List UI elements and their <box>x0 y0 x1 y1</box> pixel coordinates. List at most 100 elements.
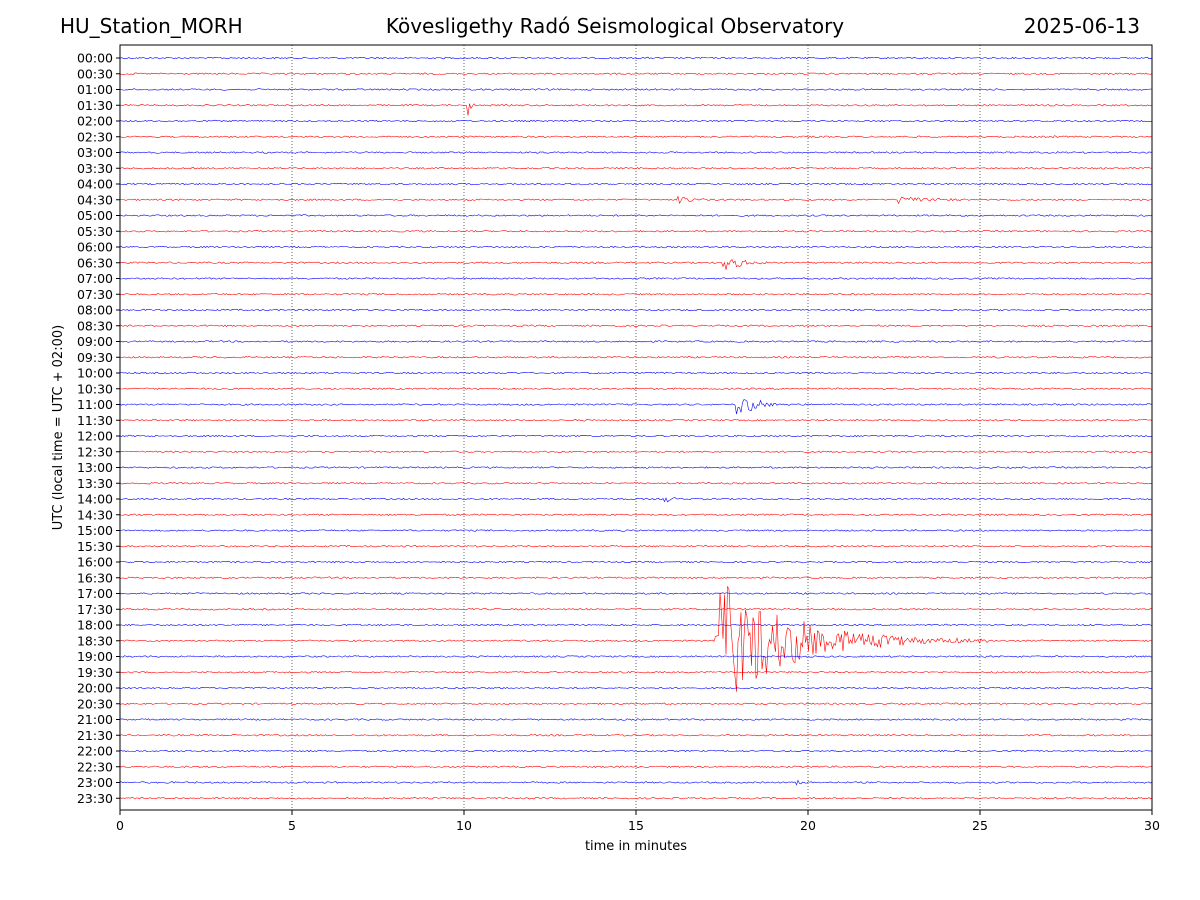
y-tick-label: 17:00 <box>77 586 113 601</box>
y-tick-label: 04:00 <box>77 177 113 192</box>
trace-1300 <box>119 466 1153 469</box>
y-tick-label: 05:30 <box>77 224 113 239</box>
y-tick-label: 01:30 <box>77 98 113 113</box>
y-tick-label: 22:30 <box>77 759 113 774</box>
trace-1700 <box>119 592 1153 595</box>
y-tick-label: 12:00 <box>77 429 113 444</box>
trace-1800 <box>119 623 1153 627</box>
x-tick-label: 5 <box>288 818 296 833</box>
x-tick-label: 25 <box>972 818 988 833</box>
trace-0730 <box>119 293 1153 296</box>
trace-0100 <box>119 88 1153 91</box>
station-name: HU_Station_MORH <box>60 14 243 38</box>
y-tick-label: 21:30 <box>77 728 113 743</box>
y-tick-label: 21:00 <box>77 712 113 727</box>
y-tick-label: 14:30 <box>77 507 113 522</box>
y-tick-label: 18:00 <box>77 618 113 633</box>
trace-0030 <box>119 72 1153 75</box>
trace-2000 <box>119 686 1153 690</box>
trace-0130 <box>119 103 1153 116</box>
y-tick-label: 11:30 <box>77 413 113 428</box>
trace-1930 <box>119 671 1153 674</box>
trace-0000 <box>119 56 1153 60</box>
trace-0330 <box>119 167 1153 170</box>
trace-0900 <box>119 340 1153 343</box>
y-tick-label: 08:00 <box>77 303 113 318</box>
trace-1030 <box>119 387 1153 390</box>
x-ticks: 0 5 10 15 20 25 30 <box>116 810 1160 833</box>
trace-0400 <box>119 182 1153 186</box>
y-tick-label: 07:30 <box>77 287 113 302</box>
y-tick-label: 03:30 <box>77 161 113 176</box>
trace-2330 <box>119 797 1153 800</box>
y-tick-label: 19:00 <box>77 649 113 664</box>
trace-1500 <box>119 529 1153 532</box>
traces <box>119 56 1153 800</box>
trace-0930 <box>119 356 1153 359</box>
y-tick-label: 03:00 <box>77 145 113 160</box>
y-tick-label: 09:30 <box>77 350 113 365</box>
y-tick-label: 19:30 <box>77 665 113 680</box>
y-tick-label: 16:30 <box>77 570 113 585</box>
trace-2100 <box>119 718 1153 721</box>
y-tick-label: 13:30 <box>77 476 113 491</box>
x-tick-label: 15 <box>628 818 644 833</box>
trace-1730 <box>119 608 1153 611</box>
y-tick-label: 14:00 <box>77 492 113 507</box>
y-tick-label: 06:00 <box>77 240 113 255</box>
y-tick-label: 16:00 <box>77 555 113 570</box>
trace-1430 <box>119 513 1153 516</box>
y-tick-label: 07:00 <box>77 271 113 286</box>
trace-2030 <box>119 702 1153 705</box>
y-tick-label: 20:30 <box>77 696 113 711</box>
trace-2200 <box>119 749 1153 753</box>
trace-1000 <box>119 371 1153 375</box>
y-tick-label: 12:30 <box>77 444 113 459</box>
trace-1900 <box>119 655 1153 658</box>
trace-2130 <box>119 734 1152 737</box>
y-tick-label: 11:00 <box>77 397 113 412</box>
trace-0500 <box>119 214 1153 217</box>
trace-0800 <box>119 308 1153 312</box>
trace-2230 <box>119 765 1153 768</box>
y-tick-label: 10:00 <box>77 366 113 381</box>
trace-0300 <box>119 151 1153 154</box>
trace-0630 <box>119 259 1153 270</box>
trace-1530 <box>119 545 1153 548</box>
y-tick-label: 02:30 <box>77 129 113 144</box>
y-tick-label: 05:00 <box>77 208 113 223</box>
trace-0230 <box>119 135 1153 139</box>
trace-2300 <box>119 779 1153 786</box>
y-tick-label: 08:30 <box>77 318 113 333</box>
trace-1600 <box>119 560 1153 564</box>
chart-title: Kövesligethy Radó Seismological Observat… <box>385 14 845 38</box>
y-ticks: 00:0000:3001:0001:3002:0002:3003:0003:30… <box>77 51 120 806</box>
trace-0200 <box>119 119 1153 123</box>
y-tick-label: 18:30 <box>77 633 113 648</box>
trace-1130 <box>119 419 1153 422</box>
trace-1630 <box>119 576 1153 579</box>
x-tick-label: 0 <box>116 818 124 833</box>
y-tick-label: 20:00 <box>77 681 113 696</box>
trace-0530 <box>119 230 1153 233</box>
y-tick-label: 23:30 <box>77 791 113 806</box>
y-tick-label: 06:30 <box>77 255 113 270</box>
y-tick-label: 01:00 <box>77 82 113 97</box>
trace-1200 <box>119 434 1153 438</box>
x-tick-label: 20 <box>800 818 816 833</box>
y-tick-label: 00:00 <box>77 51 113 66</box>
trace-0600 <box>119 245 1153 249</box>
y-tick-label: 23:00 <box>77 775 113 790</box>
trace-0700 <box>119 277 1153 280</box>
chart-date: 2025-06-13 <box>1023 14 1140 38</box>
y-tick-label: 17:30 <box>77 602 113 617</box>
x-tick-label: 10 <box>456 818 472 833</box>
y-tick-label: 02:00 <box>77 114 113 129</box>
y-tick-label: 15:00 <box>77 523 113 538</box>
trace-1830 <box>119 586 1153 692</box>
x-tick-label: 30 <box>1144 818 1160 833</box>
y-tick-label: 22:00 <box>77 744 113 759</box>
y-tick-label: 04:30 <box>77 192 113 207</box>
y-tick-label: 09:00 <box>77 334 113 349</box>
